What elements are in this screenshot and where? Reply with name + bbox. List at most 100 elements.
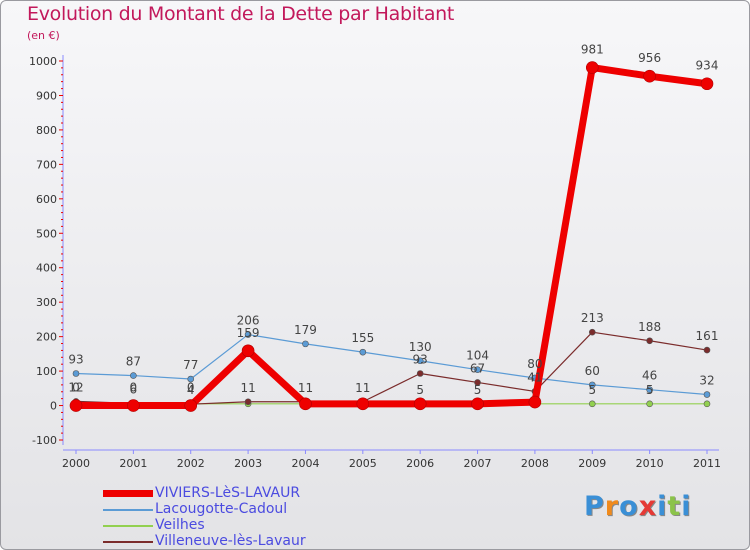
x-tick-label: 2008	[521, 457, 549, 470]
data-label: 934	[696, 59, 719, 73]
legend-swatch-villeneuve	[103, 541, 153, 543]
data-label: 93	[68, 353, 83, 367]
legend-swatch-viviers	[103, 490, 153, 497]
data-point	[241, 344, 255, 358]
data-point	[244, 398, 252, 406]
logo-letter: x	[638, 491, 658, 522]
data-label: 104	[466, 349, 489, 363]
data-label: 206	[237, 314, 260, 328]
chart-title: Evolution du Montant de la Dette par Hab…	[27, 3, 455, 25]
data-label: 981	[581, 43, 604, 57]
data-point	[413, 397, 427, 411]
series-line	[75, 331, 708, 405]
data-point	[703, 400, 711, 408]
data-label: 0	[187, 381, 195, 395]
data-point	[646, 386, 653, 393]
data-point	[69, 399, 83, 412]
x-tick-label: 2004	[291, 457, 319, 470]
data-point	[416, 357, 424, 365]
x-tick-label: 2006	[406, 457, 434, 470]
series-line	[72, 64, 711, 410]
x-tick-label: 2009	[578, 457, 606, 470]
data-point	[72, 370, 80, 377]
data-label: 130	[409, 340, 432, 354]
y-tick-label: 900	[36, 89, 57, 102]
y-tick-label: 1000	[29, 55, 57, 68]
x-tick-label: 2010	[636, 457, 664, 470]
data-label: 0	[72, 381, 80, 395]
legend-label-lacougotte: Lacougotte-Cadoul	[155, 501, 288, 517]
y-tick-label: 500	[36, 227, 57, 240]
data-label: 77	[183, 358, 198, 372]
data-label: 5	[416, 383, 424, 397]
data-point	[302, 340, 309, 348]
data-label: 155	[351, 331, 374, 345]
data-label: 161	[696, 329, 719, 343]
series-line	[75, 333, 708, 396]
data-point	[643, 69, 656, 83]
y-tick-label: 200	[36, 331, 57, 344]
data-label: 67	[470, 361, 485, 375]
data-label: 60	[585, 364, 600, 378]
data-label: 6	[130, 382, 138, 396]
x-tick-label: 2002	[177, 457, 205, 470]
data-point	[703, 346, 711, 354]
legend-label-viviers: VIVIERS-LèS-LAVAUR	[155, 485, 301, 501]
logo-letter: r	[604, 491, 620, 522]
legend-label-veilhes: Veilhes	[155, 517, 205, 533]
data-label: 159	[237, 326, 260, 340]
data-label: 11	[298, 381, 313, 395]
y-tick-label: 600	[36, 193, 57, 206]
data-point	[588, 381, 596, 389]
data-label: 11	[355, 381, 370, 395]
data-point	[471, 397, 484, 411]
data-point	[127, 399, 140, 412]
x-tick-label: 2003	[234, 457, 262, 470]
data-point	[184, 399, 198, 412]
x-tick-label: 2005	[349, 457, 377, 470]
x-tick-label: 2000	[62, 457, 90, 470]
data-point	[474, 366, 481, 374]
data-label: 0	[130, 381, 138, 395]
chart-subtitle: (en €)	[27, 29, 60, 42]
data-point	[703, 391, 711, 398]
proxiti-logo: Proxiti	[584, 491, 692, 522]
data-point	[359, 348, 367, 356]
x-tick-label: 2001	[119, 457, 147, 470]
data-label: 46	[642, 369, 657, 383]
logo-letter: P	[584, 491, 605, 522]
y-tick-label: 800	[36, 124, 57, 137]
data-point	[646, 400, 653, 408]
data-label: 41	[527, 370, 542, 384]
data-label: 188	[638, 320, 661, 334]
logo-letter: o	[619, 491, 639, 522]
legend-label-villeneuve: Villeneuve-lès-Lavaur	[155, 533, 306, 549]
data-label: 80	[527, 357, 542, 371]
data-point	[187, 375, 195, 383]
data-label: 11	[240, 381, 255, 395]
y-tick-label: 0	[50, 400, 57, 413]
data-point	[588, 400, 596, 408]
logo-letter: t	[667, 491, 682, 522]
data-point	[130, 372, 137, 379]
data-label: 93	[413, 353, 428, 367]
data-point	[700, 77, 714, 91]
data-label: 5	[646, 383, 654, 397]
data-label: 956	[638, 51, 661, 65]
y-tick-label: -100	[32, 434, 57, 447]
data-point	[416, 370, 424, 377]
y-tick-label: 300	[36, 296, 57, 309]
data-point	[528, 395, 542, 409]
legend-swatch-lacougotte	[103, 509, 153, 511]
y-tick-label: 100	[36, 365, 57, 378]
data-point	[585, 61, 599, 74]
data-label: 87	[126, 355, 141, 369]
y-tick-label: 400	[36, 262, 57, 275]
data-label: 5	[474, 383, 482, 397]
logo-letter: i	[657, 491, 668, 522]
y-tick-label: 700	[36, 158, 57, 171]
x-tick-label: 2011	[693, 457, 721, 470]
data-point	[356, 397, 370, 411]
